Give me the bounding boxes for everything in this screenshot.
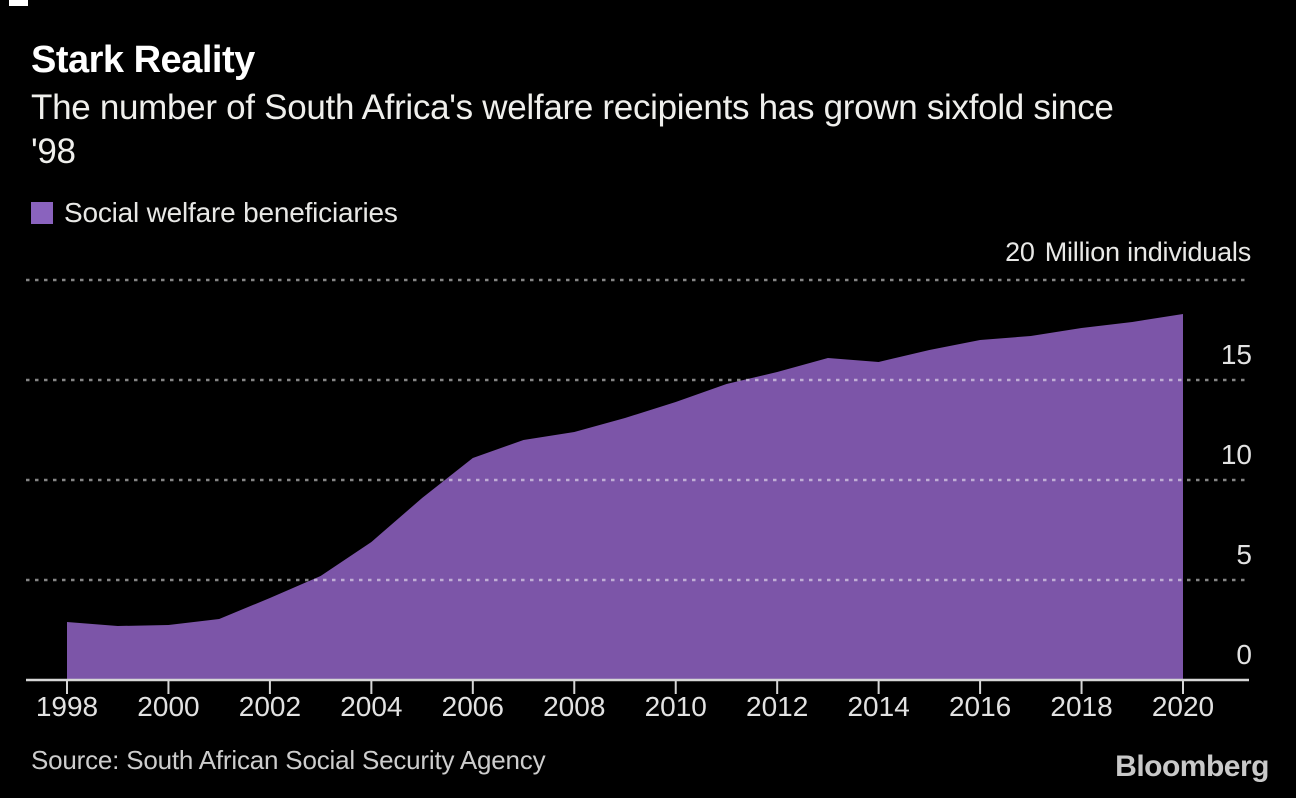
y-tick-label-5: 5 (1236, 539, 1252, 570)
x-tick-label-1998: 1998 (36, 691, 98, 722)
x-tick-label-2000: 2000 (137, 691, 199, 722)
x-tick-label-2004: 2004 (340, 691, 402, 722)
chart-subtitle: The number of South Africa's welfare rec… (31, 86, 1114, 174)
legend-swatch (31, 202, 53, 224)
source-credit: Source: South African Social Security Ag… (31, 745, 546, 775)
top-left-artifact (9, 0, 28, 6)
y-tick-label-0: 0 (1236, 639, 1252, 670)
bloomberg-logo: Bloomberg (1115, 750, 1269, 783)
y-tick-label-20: 20 (1005, 237, 1035, 267)
welfare-area-series (67, 314, 1183, 680)
y-axis-unit-label: Million individuals (1044, 237, 1251, 267)
x-tick-label-2012: 2012 (746, 691, 808, 722)
legend-label: Social welfare beneficiaries (64, 197, 398, 228)
chart-subtitle-line2: '98 (31, 132, 76, 171)
x-tick-label-2020: 2020 (1152, 691, 1214, 722)
y-axis-unit-note: 20 Million individuals (1005, 237, 1251, 268)
x-tick-label-2010: 2010 (645, 691, 707, 722)
y-tick-label-10: 10 (1221, 439, 1252, 470)
x-tick-label-2002: 2002 (239, 691, 301, 722)
x-tick-label-2016: 2016 (949, 691, 1011, 722)
chart-title: Stark Reality (31, 39, 255, 81)
x-tick-label-2006: 2006 (442, 691, 504, 722)
x-tick-label-2018: 2018 (1050, 691, 1112, 722)
chart-subtitle-line1: The number of South Africa's welfare rec… (31, 88, 1114, 127)
legend: Social welfare beneficiaries (31, 197, 398, 229)
x-tick-label-2008: 2008 (543, 691, 605, 722)
y-tick-label-15: 15 (1221, 339, 1252, 370)
x-tick-label-2014: 2014 (847, 691, 909, 722)
